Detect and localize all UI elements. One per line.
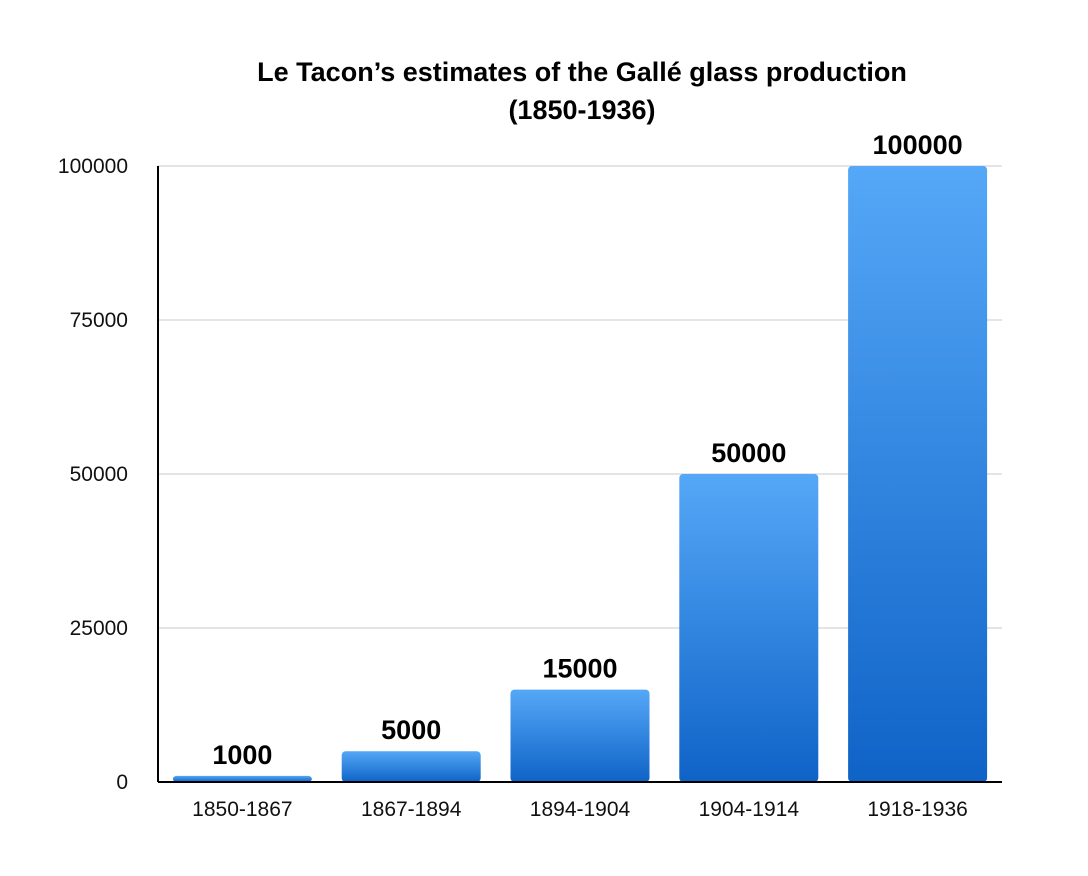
y-tick-label: 0 (116, 771, 128, 794)
chart-subtitle: (1850-1936) (508, 95, 655, 125)
bar (679, 474, 819, 782)
y-tick-label: 25000 (70, 617, 128, 640)
bar-value-label: 50000 (711, 438, 786, 468)
bar-value-label: 5000 (381, 715, 441, 745)
x-tick-label: 1904-1914 (699, 798, 800, 821)
x-tick-label: 1894-1904 (530, 798, 631, 821)
axes (157, 166, 1002, 783)
bar-value-label: 1000 (212, 740, 272, 770)
bar (341, 751, 481, 782)
x-tick-label: 1867-1894 (361, 798, 462, 821)
bar-value-label: 100000 (873, 130, 963, 160)
labels: 0 25000 50000 75000 100000 1000 1850-1867 5000 1… (58, 130, 968, 821)
y-tick-label: 50000 (70, 463, 128, 486)
bars (172, 166, 988, 782)
bar (848, 166, 988, 782)
y-tick-label: 100000 (58, 155, 128, 178)
bar (510, 689, 650, 782)
x-tick-label: 1918-1936 (867, 798, 967, 821)
x-tick-label: 1850-1867 (192, 798, 292, 821)
bar-value-label: 15000 (542, 654, 617, 684)
bar (172, 775, 312, 782)
y-tick-label: 75000 (70, 309, 128, 332)
chart-title: Le Tacon’s estimates of the Gallé glass … (257, 57, 907, 87)
